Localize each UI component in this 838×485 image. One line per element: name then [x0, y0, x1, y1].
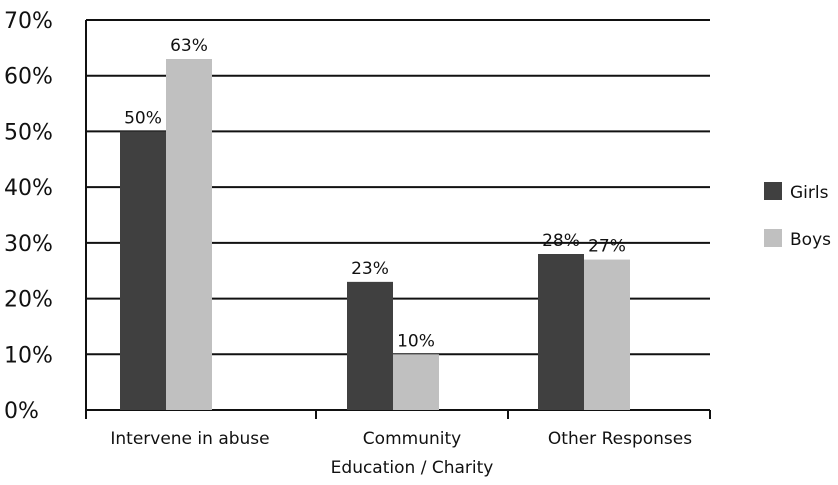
category-label-0-0: Intervene in abuse [110, 429, 269, 449]
legend-swatch-boys [764, 229, 782, 247]
bar-girls-0 [120, 131, 166, 410]
category-label-1-1: Education / Charity [331, 458, 494, 478]
data-label-boys-1: 10% [397, 331, 435, 351]
bar-boys-0 [166, 59, 212, 410]
category-label-2-0: Other Responses [548, 429, 692, 449]
y-tick-label-0: 0% [4, 399, 39, 424]
y-tick-label-10: 10% [4, 343, 53, 368]
y-tick-label-20: 20% [4, 288, 53, 313]
y-tick-label-40: 40% [4, 176, 53, 201]
legend-label-boys: Boys [790, 230, 831, 250]
data-label-girls-0: 50% [124, 108, 162, 128]
category-label-1-0: Community [363, 429, 461, 449]
bar-girls-1 [347, 281, 393, 410]
y-tick-label-30: 30% [4, 232, 53, 257]
data-label-boys-0: 63% [170, 36, 208, 56]
data-label-girls-2: 28% [542, 231, 580, 251]
y-tick-label-50: 50% [4, 120, 53, 145]
bar-boys-2 [584, 259, 630, 410]
data-label-boys-2: 27% [588, 237, 626, 257]
bar-girls-2 [538, 254, 584, 410]
y-tick-label-70: 70% [4, 9, 53, 34]
legend-label-girls: Girls [790, 183, 829, 203]
legend-swatch-girls [764, 182, 782, 200]
bar-boys-1 [393, 354, 439, 410]
y-tick-label-60: 60% [4, 65, 53, 90]
data-label-girls-1: 23% [351, 259, 389, 279]
